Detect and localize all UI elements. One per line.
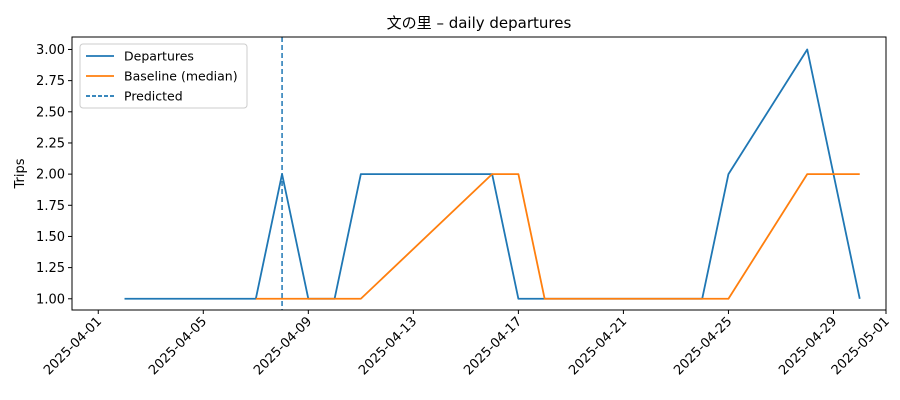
- plot-frame: [71, 36, 887, 311]
- baseline-line: [255, 173, 860, 300]
- chart-marks: [124, 37, 861, 310]
- x-tick-label: 2025-04-21: [566, 314, 630, 378]
- legend-box: [79, 43, 248, 109]
- x-tick-label: 2025-04-01: [41, 314, 105, 378]
- y-tick-label: 1.25: [36, 261, 65, 276]
- y-axis-label: Trips: [13, 158, 28, 189]
- y-tick-label: 2.50: [36, 105, 65, 120]
- y-tick-label: 1.00: [36, 292, 65, 307]
- legend: Departures Baseline (median) Predicted: [79, 43, 248, 109]
- legend-label: Baseline (median): [124, 69, 238, 84]
- legend-label: Departures: [124, 49, 194, 64]
- y-tick-label: 1.75: [36, 199, 65, 214]
- x-tick-label: 2025-04-05: [146, 314, 210, 378]
- x-tick-label: 2025-04-17: [461, 314, 525, 378]
- y-tick-label: 1.50: [36, 230, 65, 245]
- x-tick-label: 2025-04-13: [356, 314, 420, 378]
- y-tick-label: 2.75: [36, 74, 65, 89]
- y-tick-label: 3.00: [36, 43, 65, 58]
- y-tick-label: 2.00: [36, 168, 65, 183]
- x-tick-label: 2025-04-25: [671, 314, 735, 378]
- x-tick-label: 2025-04-09: [251, 314, 315, 378]
- y-tick-label: 2.25: [36, 136, 65, 151]
- legend-label: Predicted: [124, 89, 183, 104]
- chart-title: 文の里 – daily departures: [387, 14, 572, 32]
